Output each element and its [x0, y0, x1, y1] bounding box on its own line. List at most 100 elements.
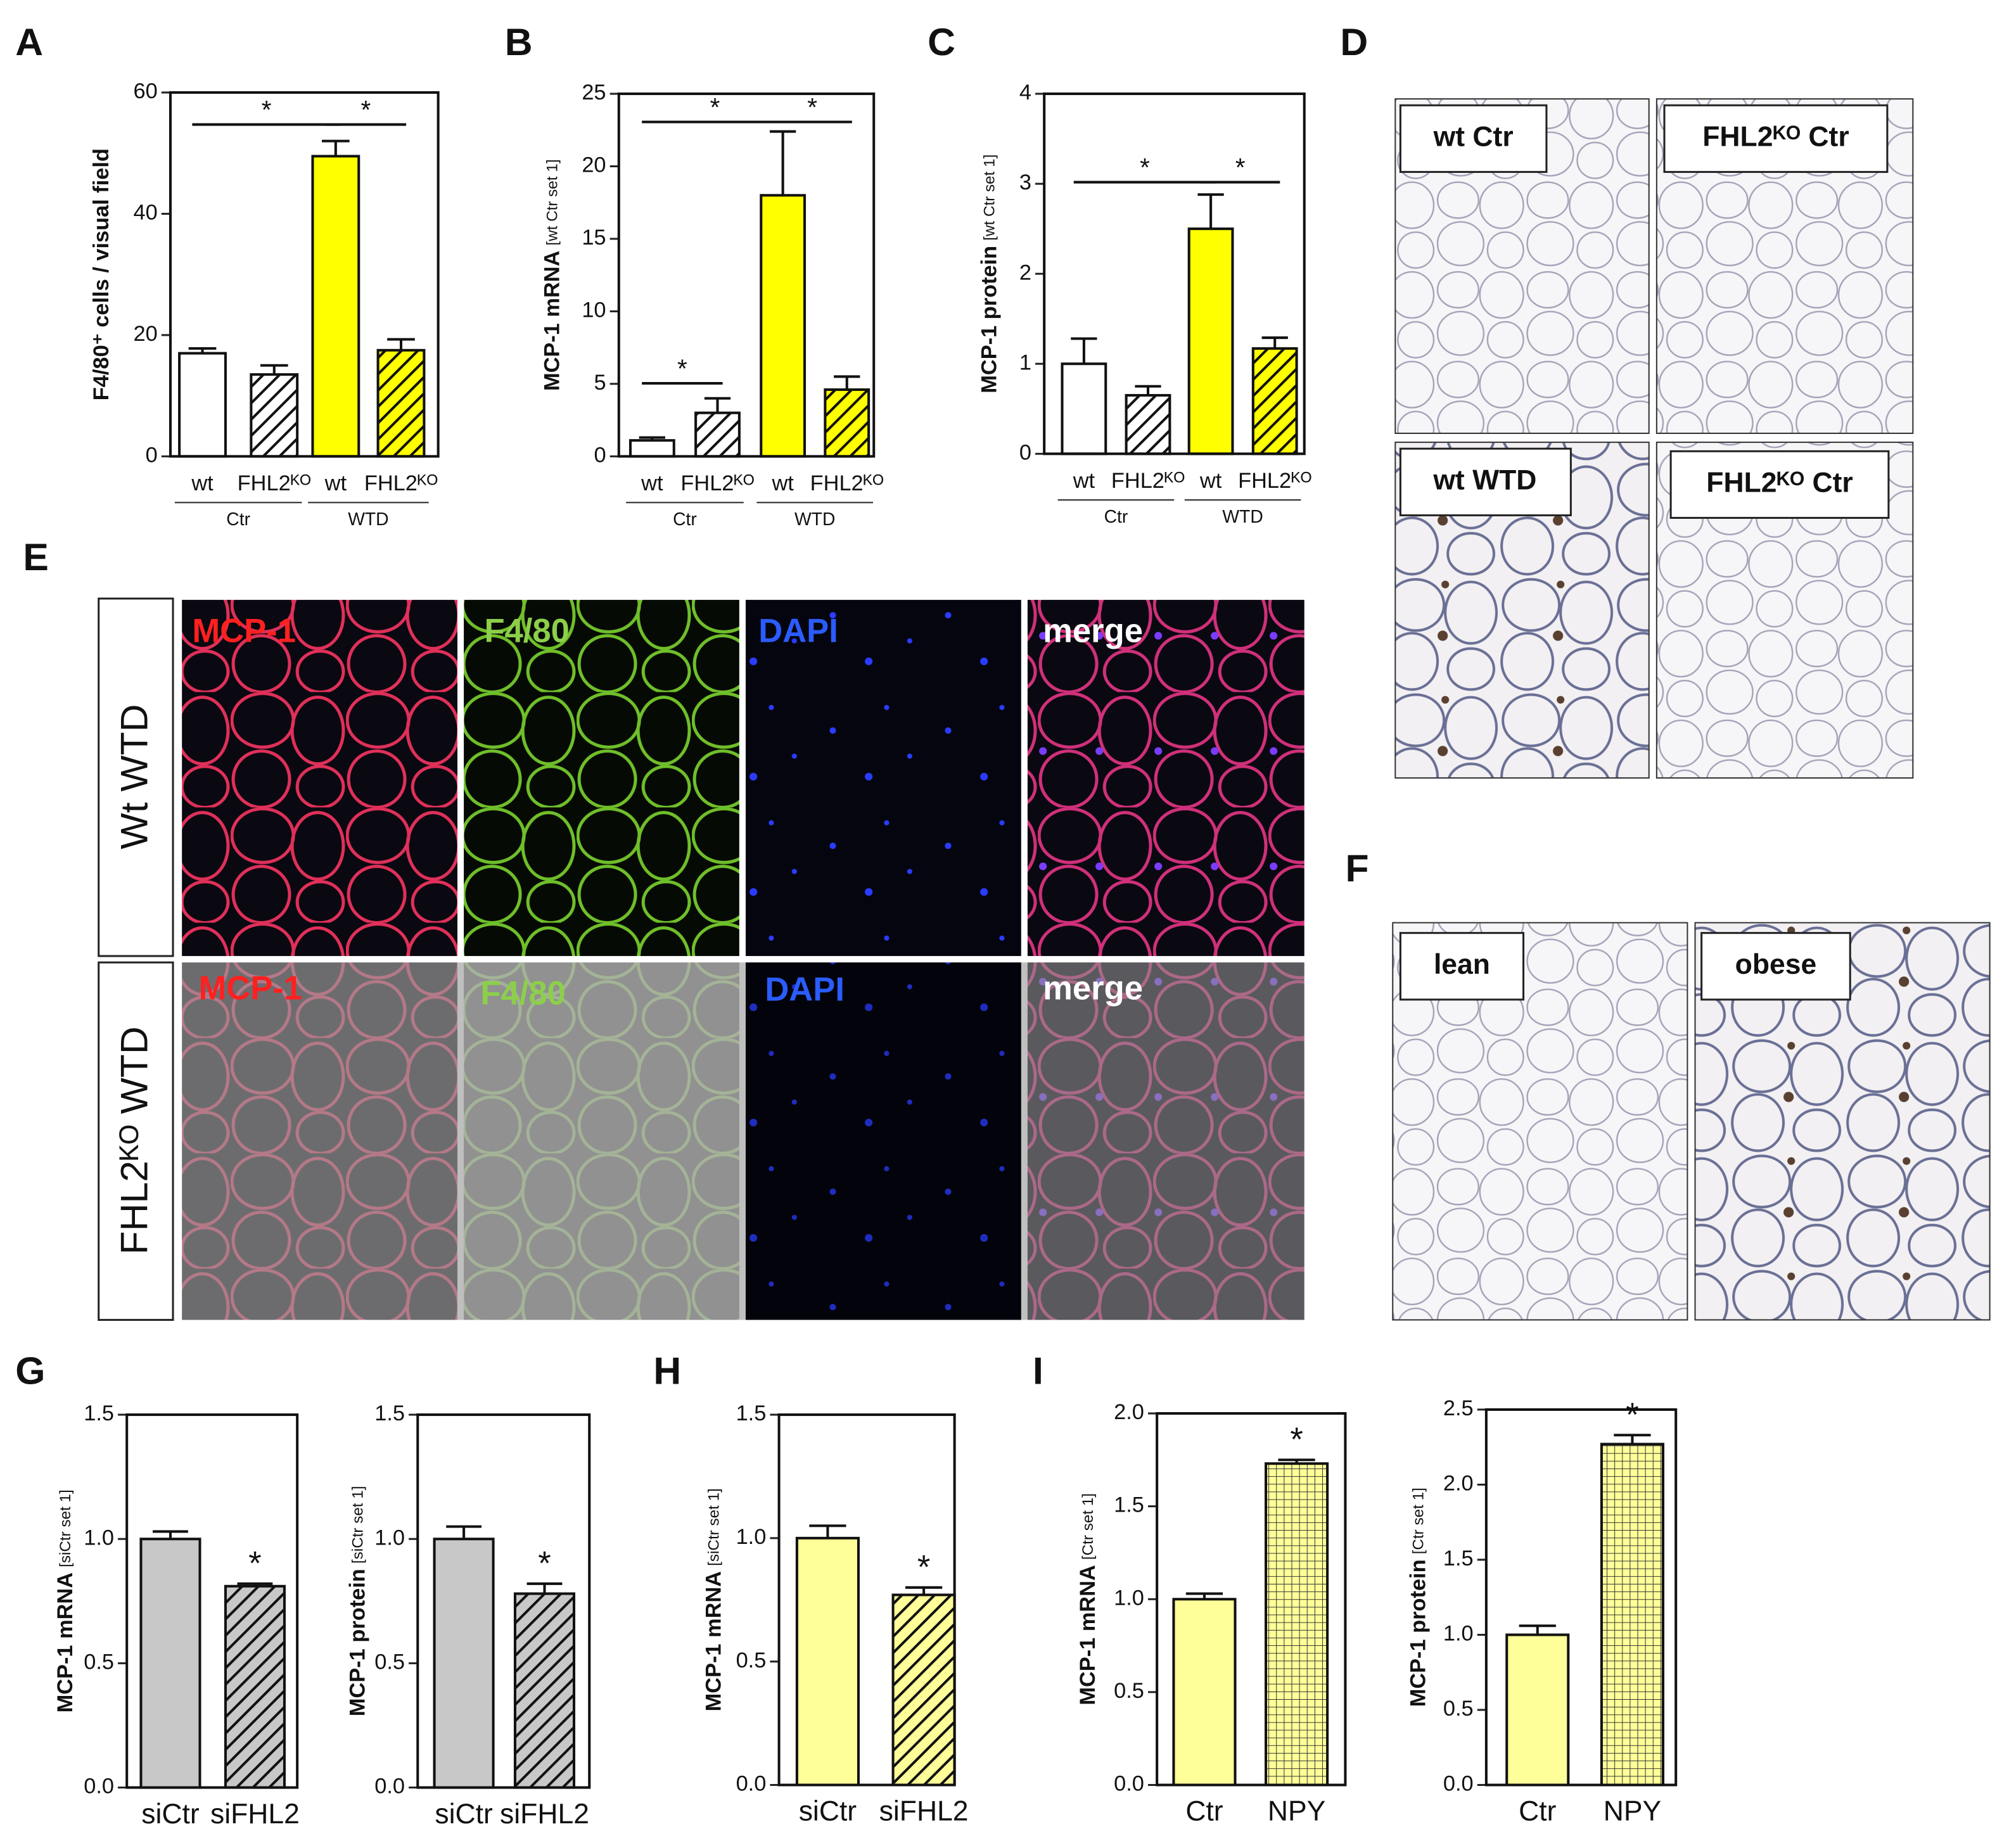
label-box: [1663, 104, 1889, 173]
y-tick-label: 2.0: [1443, 1472, 1474, 1496]
x-tick-label: FHL2ᴷᴼ: [810, 471, 884, 495]
bar: [694, 411, 741, 458]
bar: [1061, 362, 1107, 456]
label-box: [1399, 447, 1572, 516]
y-tick-label: 0.0: [1443, 1772, 1474, 1796]
micrograph: [745, 962, 1021, 1320]
y-tick-label: 2.5: [1443, 1396, 1474, 1420]
significance-label: *: [917, 1548, 930, 1586]
y-axis-label-unit: [Ctr set 1]: [1410, 1488, 1427, 1554]
y-axis-label-unit: [wt Ctr set 1]: [981, 155, 998, 241]
bar: [1172, 1598, 1237, 1787]
panel-letter: F: [1345, 847, 1368, 890]
significance-label: *: [677, 354, 687, 383]
label-box: [1399, 932, 1525, 1001]
bar: [1265, 1462, 1329, 1787]
y-tick-label: 1.0: [736, 1525, 767, 1549]
significance-label: *: [248, 1545, 261, 1582]
x-tick-label: wt: [191, 471, 214, 495]
label-box: [1399, 104, 1548, 173]
y-tick-label: 1: [1019, 350, 1031, 374]
significance-label: *: [1626, 1396, 1638, 1434]
group-label: WTD: [1222, 506, 1263, 526]
micrograph-shade: [182, 962, 1304, 1320]
micrograph-label: obese: [1735, 949, 1817, 980]
y-axis-label-unit: [wt Ctr set 1]: [544, 159, 561, 245]
panel-letter: E: [23, 535, 48, 578]
y-axis-label-main: MCP-1 protein: [345, 1569, 369, 1716]
group-label: WTD: [348, 509, 388, 529]
y-axis-label-unit: [siCtr set 1]: [350, 1486, 367, 1564]
y-axis-label-main: MCP-1 mRNA: [702, 1571, 726, 1711]
panel-letter: G: [15, 1349, 45, 1392]
plot-frame: [1043, 92, 1306, 456]
row-label-box: [98, 597, 174, 957]
y-tick-label: 1.0: [84, 1526, 114, 1550]
stain-label: F4/80: [480, 975, 565, 1012]
plot-frame: [416, 1413, 591, 1789]
x-tick-label: wt: [771, 471, 794, 495]
y-axis-label-main: MCP-1 protein: [1406, 1559, 1431, 1707]
y-tick-label: 40: [134, 201, 158, 225]
y-tick-label: 1.5: [736, 1401, 767, 1425]
stain-label: merge: [1043, 612, 1143, 649]
y-tick-label: 0: [146, 443, 158, 467]
micrograph: [1027, 599, 1304, 957]
bar: [1187, 227, 1234, 456]
significance-label: *: [360, 95, 371, 124]
x-tick-label: wt: [641, 471, 663, 495]
micrograph: [464, 599, 739, 957]
panel-letter: C: [928, 20, 955, 63]
bar: [1600, 1443, 1664, 1787]
row-label-box: [98, 961, 174, 1321]
y-tick-label: 0.0: [84, 1775, 114, 1799]
y-axis-label-main: MCP-1 mRNA: [1076, 1565, 1100, 1705]
y-tick-label: 3: [1019, 170, 1031, 194]
micrograph: [745, 599, 1021, 957]
y-axis-label-unit: [siCtr set 1]: [706, 1488, 723, 1566]
bar: [311, 155, 360, 458]
x-tick-label: FHL2ᴷᴼ: [364, 471, 438, 495]
x-tick-label: wt: [1073, 469, 1095, 493]
y-tick-label: 0: [594, 443, 606, 467]
bar: [513, 1592, 576, 1789]
y-tick-label: 0: [1019, 440, 1031, 464]
group-label: Ctr: [226, 509, 250, 529]
y-tick-label: 2.0: [1114, 1400, 1144, 1424]
y-axis-label: MCP-1 protein [wt Ctr set 1]: [977, 155, 1001, 393]
y-tick-label: 2: [1019, 260, 1031, 284]
y-axis-label: MCP-1 mRNA [siCtr set 1]: [702, 1488, 726, 1711]
micrograph: [182, 599, 457, 957]
bar: [1251, 347, 1298, 456]
y-tick-label: 1.0: [374, 1526, 405, 1550]
y-tick-label: 0.5: [374, 1650, 405, 1674]
y-axis-label: MCP-1 protein [siCtr set 1]: [345, 1486, 369, 1716]
y-axis-label: MCP-1 mRNA [siCtr set 1]: [53, 1489, 77, 1712]
y-tick-label: 0.0: [374, 1775, 405, 1799]
y-axis-label-unit: [Ctr set 1]: [1080, 1493, 1097, 1560]
y-tick-label: 0.0: [1114, 1772, 1144, 1796]
x-tick-label: FHL2ᴷᴼ: [680, 471, 754, 495]
x-tick-label: FHL2ᴷᴼ: [1238, 469, 1311, 493]
significance-label: *: [538, 1545, 551, 1582]
micrograph-label: FHL2ᴷᴼ Ctr: [1706, 468, 1853, 499]
y-axis-label-main: MCP-1 mRNA: [540, 251, 564, 391]
y-axis-label-unit: [siCtr set 1]: [58, 1489, 75, 1567]
y-tick-label: 60: [134, 79, 158, 103]
y-tick-label: 0.5: [736, 1648, 767, 1673]
x-tick-label: siFHL2: [500, 1799, 589, 1830]
bar: [795, 1536, 860, 1787]
micrograph: [1027, 962, 1304, 1320]
panel-d: wt Ctr FHL2ᴷᴼ Ctr wt WTD FHL2ᴷᴼ Ctr: [1394, 98, 1914, 779]
micrograph: [464, 962, 739, 1320]
y-tick-label: 0.5: [1443, 1697, 1474, 1721]
y-tick-label: 20: [582, 153, 606, 177]
panel-letter: I: [1033, 1349, 1043, 1392]
y-axis-label-main: MCP-1 protein: [977, 246, 1001, 393]
bar: [250, 373, 299, 458]
plot-frame: [777, 1413, 956, 1787]
significance-label: *: [1140, 153, 1150, 182]
group-label: Ctr: [1104, 506, 1128, 526]
x-tick-label: FHL2ᴷᴼ: [1111, 469, 1185, 493]
panel-letter: A: [15, 20, 43, 63]
